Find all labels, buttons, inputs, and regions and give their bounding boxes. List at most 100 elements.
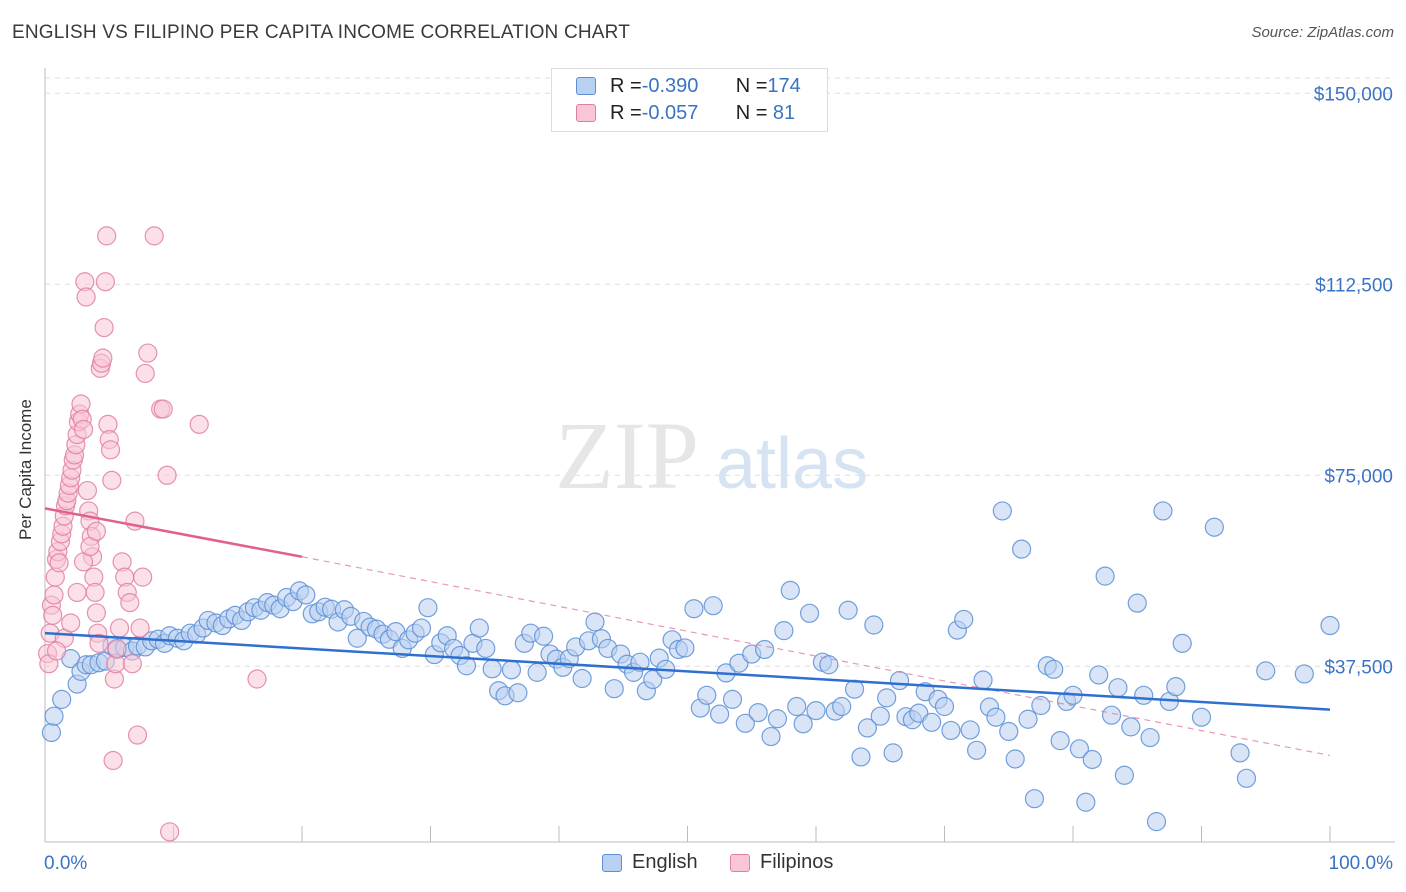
- data-point: [1127, 593, 1147, 613]
- watermark-zip: ZIP: [555, 402, 699, 509]
- series-swatch-filipinos: [730, 853, 750, 872]
- data-point: [684, 599, 704, 619]
- data-point: [153, 399, 173, 419]
- data-point: [44, 706, 64, 726]
- data-point: [95, 272, 115, 292]
- data-point: [89, 633, 109, 653]
- data-point: [774, 621, 794, 641]
- data-point: [527, 662, 547, 682]
- data-point: [1140, 727, 1160, 748]
- data-point: [501, 660, 522, 680]
- data-point: [877, 688, 897, 708]
- data-point: [469, 618, 489, 638]
- points-layer: [37, 226, 1340, 842]
- data-point: [992, 501, 1012, 521]
- data-point: [107, 638, 127, 659]
- data-point: [135, 363, 155, 384]
- data-point: [870, 706, 890, 726]
- data-point: [138, 343, 158, 363]
- x-tick-label: 100.0%: [1329, 853, 1394, 874]
- legend-n-value: 174: [767, 74, 801, 97]
- data-point: [754, 639, 775, 660]
- series-legend-english[interactable]: English: [602, 851, 698, 874]
- data-point: [157, 465, 177, 485]
- data-point: [130, 618, 150, 638]
- data-point: [109, 618, 130, 638]
- data-point: [1191, 707, 1212, 727]
- data-point: [100, 440, 121, 460]
- data-point: [857, 718, 878, 738]
- data-point: [780, 580, 800, 600]
- data-point: [103, 750, 123, 771]
- y-tick-label: $37,500: [1324, 657, 1393, 678]
- watermark-atlas: atlas: [716, 424, 868, 504]
- data-point: [934, 696, 955, 717]
- data-point: [247, 669, 267, 689]
- trend-line: [44, 507, 303, 559]
- data-point: [61, 613, 81, 633]
- data-point: [482, 659, 502, 679]
- data-point: [43, 605, 63, 625]
- data-point: [922, 712, 942, 732]
- legend-r-label: R =: [610, 101, 642, 124]
- legend-swatch-filipinos: [576, 104, 596, 122]
- data-point: [77, 480, 98, 501]
- data-point: [120, 593, 140, 613]
- chart-title: ENGLISH VS FILIPINO PER CAPITA INCOME CO…: [12, 22, 631, 43]
- data-point: [347, 628, 367, 648]
- data-point: [86, 603, 107, 623]
- data-point: [585, 612, 605, 632]
- data-point: [1024, 789, 1045, 809]
- data-point: [1082, 749, 1102, 770]
- series-legend-filipinos[interactable]: Filipinos: [730, 851, 833, 874]
- series-legend: English Filipinos: [0, 851, 1406, 877]
- data-point: [710, 704, 730, 724]
- data-point: [697, 685, 717, 705]
- y-tick-label: $75,000: [1324, 466, 1393, 487]
- data-point: [999, 721, 1019, 742]
- legend-row-filipinos: R = -0.057 N = 81: [576, 102, 795, 124]
- data-point: [73, 419, 94, 440]
- data-point: [1172, 633, 1192, 653]
- data-point: [1005, 749, 1025, 769]
- data-point: [675, 638, 695, 658]
- data-point: [97, 226, 117, 246]
- grid-layer: [45, 77, 1395, 667]
- data-point: [189, 414, 209, 434]
- series-english: [41, 501, 1340, 832]
- legend-n-value: 81: [767, 101, 796, 124]
- data-point: [1108, 678, 1128, 698]
- data-point: [1101, 705, 1122, 725]
- data-point: [1011, 539, 1032, 559]
- legend-row-english: R = -0.390 N = 174: [576, 75, 801, 97]
- watermark: ZIP atlas: [555, 402, 868, 509]
- data-point: [851, 747, 871, 767]
- data-point: [93, 348, 113, 368]
- data-point: [787, 696, 807, 717]
- data-point: [1018, 709, 1038, 729]
- data-point: [122, 654, 142, 674]
- data-point: [85, 582, 105, 603]
- data-point: [296, 585, 316, 605]
- series-legend-label: English: [632, 851, 698, 873]
- data-point: [1044, 659, 1064, 679]
- data-point: [44, 585, 64, 605]
- data-point: [986, 707, 1006, 727]
- data-point: [793, 714, 813, 734]
- series-swatch-english: [602, 853, 622, 872]
- data-point: [1076, 792, 1096, 812]
- data-point: [973, 670, 993, 690]
- data-point: [1134, 685, 1154, 705]
- data-point: [604, 679, 624, 699]
- data-point: [967, 740, 987, 760]
- data-point: [1146, 812, 1167, 832]
- data-point: [883, 743, 903, 763]
- data-point: [456, 656, 477, 676]
- data-point: [1089, 665, 1109, 685]
- data-point: [133, 567, 153, 587]
- data-point: [1294, 664, 1314, 684]
- data-point: [476, 638, 496, 659]
- data-point: [722, 689, 743, 709]
- legend-r-value: -0.057: [641, 101, 699, 124]
- y-tick-label: $112,500: [1315, 275, 1393, 296]
